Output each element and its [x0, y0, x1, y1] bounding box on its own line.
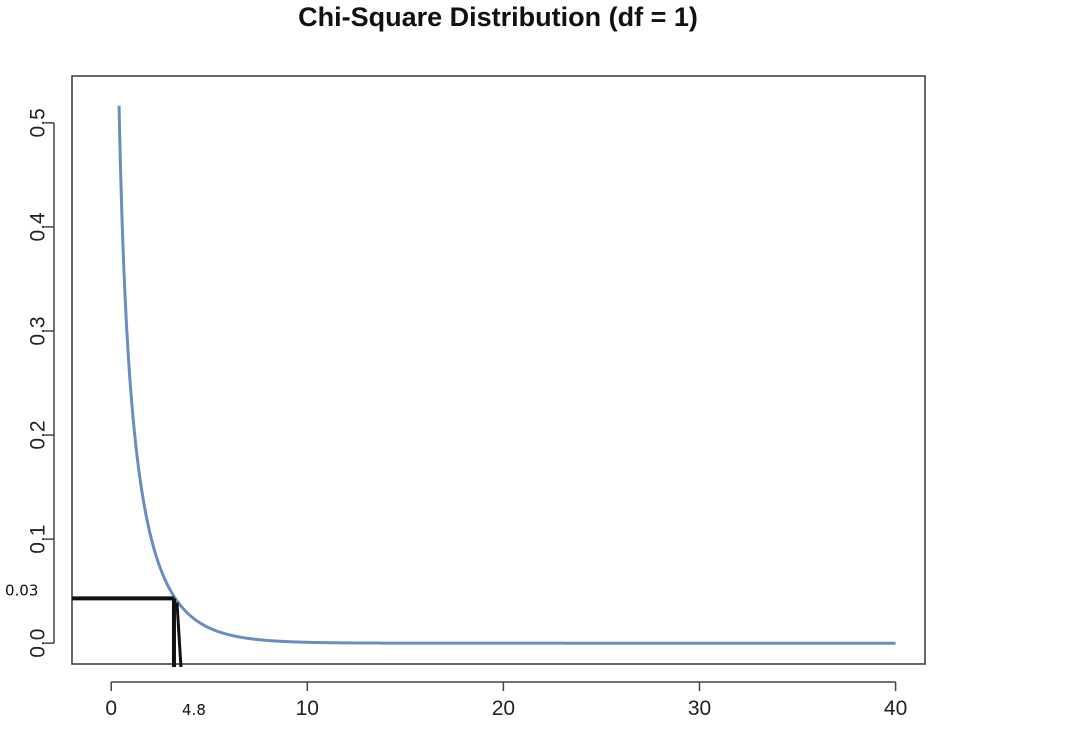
x-tick-label: 10	[296, 697, 319, 720]
series-layer	[117, 104, 896, 645]
annotation-vertical-line-stroke	[175, 602, 183, 668]
density-curve	[117, 104, 896, 645]
y-tick-label: 0.3	[27, 316, 50, 345]
x-tick-label: 40	[884, 697, 907, 720]
plot-frame	[71, 75, 926, 665]
axes: 0 10 20 30 40 0.0 0.1 0.2 0.3 0.4 0.5	[27, 108, 908, 720]
chart-title: Chi-Square Distribution (df = 1)	[298, 2, 698, 32]
y-tick-label: 0.5	[27, 108, 50, 137]
x-tick-label: 30	[688, 697, 711, 720]
y-tick-label: 0.2	[27, 420, 50, 449]
annotation-y-label: 0.03	[5, 581, 38, 599]
y-tick-label: 0.4	[27, 212, 50, 242]
y-tick-label: 0.1	[27, 525, 50, 554]
y-tick-label: 0.0	[27, 629, 50, 658]
annotation-layer: 0.03 4.8	[5, 581, 206, 719]
x-tick-label: 20	[492, 697, 515, 720]
x-tick-label: 0	[105, 697, 117, 720]
annotation-x-label: 4.8	[182, 701, 206, 719]
